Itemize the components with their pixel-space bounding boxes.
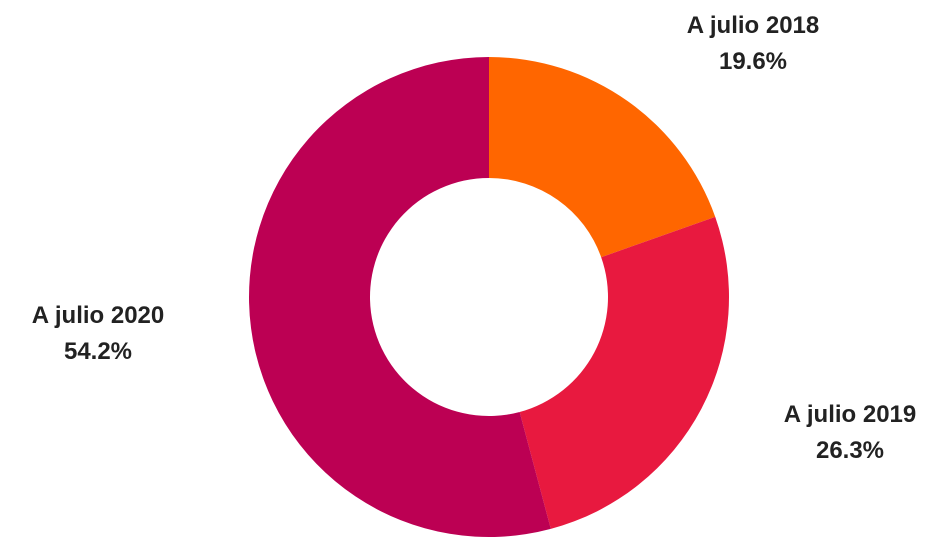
- donut-slice-a-julio-2020: [249, 57, 551, 537]
- donut-slice-a-julio-2019: [519, 216, 730, 529]
- slice-label-name: A julio 2019: [783, 401, 917, 428]
- slice-label-name: A julio 2018: [686, 12, 820, 39]
- slice-label-value: 19.6%: [718, 48, 788, 75]
- slice-label-value: 54.2%: [63, 338, 133, 365]
- slice-label-value: 26.3%: [815, 437, 885, 464]
- slice-label-2019: A julio 2019 26.3%: [745, 397, 937, 469]
- slice-label-2018: A julio 2018 19.6%: [648, 8, 858, 80]
- slice-label-2020: A julio 2020 54.2%: [0, 298, 196, 370]
- slice-label-name: A julio 2020: [31, 302, 165, 329]
- donut-slice-a-julio-2018: [489, 57, 716, 258]
